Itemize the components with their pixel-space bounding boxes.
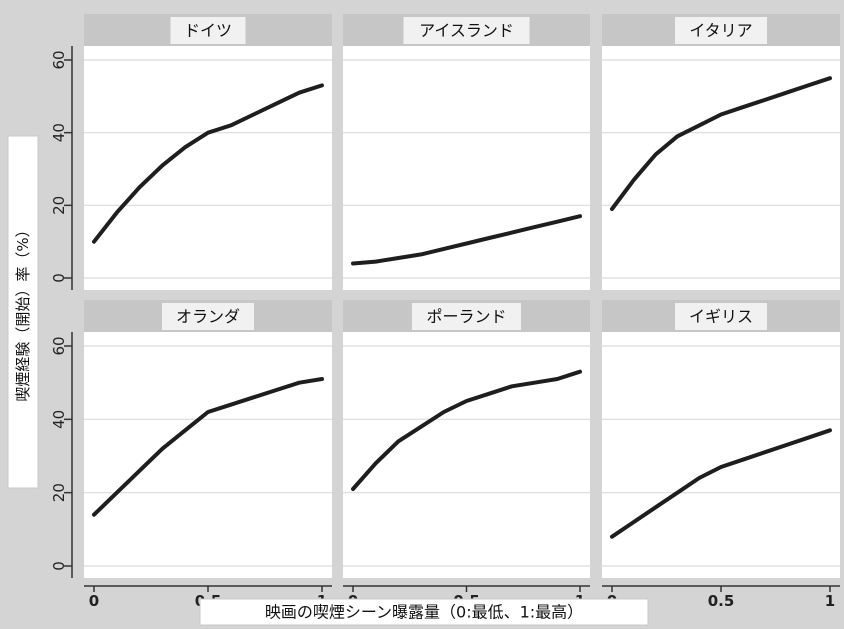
series-line [92, 83, 324, 244]
panel-title: オランダ [176, 307, 240, 326]
panel-plot-area [84, 332, 332, 578]
panel-plot-area [84, 46, 332, 290]
series-line [92, 377, 324, 517]
panel-title-box [162, 303, 254, 330]
panel-title-box [412, 303, 521, 330]
x-axis-title: 映画の喫煙シーン曝露量（0:最低、1:最高） [265, 603, 583, 622]
panel-plot-area [602, 332, 840, 578]
y-tick-label: 20 [50, 483, 68, 502]
x-axis-title-box [199, 598, 649, 626]
panel-plot-area [343, 46, 590, 290]
panel-title: アイスランド [419, 21, 514, 40]
y-tick-label: 0 [50, 561, 68, 571]
y-axes-layer: 0 20 40 60 0 20 40 60 [50, 46, 73, 578]
y-tick-label: 60 [50, 336, 68, 355]
panel-title: ポーランド [426, 307, 506, 326]
y-tick-label: 40 [50, 410, 68, 429]
y-axis-title: 喫煙経験（開始）率（%） [14, 222, 32, 401]
panel-title: イギリス [689, 307, 753, 326]
panel-title: イタリア [689, 21, 752, 40]
x-tick-label: 0 [89, 592, 99, 610]
panel-plot-area [602, 46, 840, 290]
panel-title: ドイツ [184, 21, 232, 40]
panel-2: アイスランド [343, 14, 590, 290]
panel-6: イギリス [602, 300, 840, 578]
panel-3: イタリア [602, 14, 840, 290]
x-tick-label: 0.5 [708, 592, 735, 610]
panel-title-box [170, 17, 246, 44]
x-tick-label: 1 [825, 592, 835, 610]
series-line [610, 76, 832, 211]
y-tick-label: 60 [50, 50, 68, 69]
panel-title-box [675, 303, 767, 330]
y-tick-label: 0 [50, 273, 68, 283]
panel-5: ポーランド [343, 300, 590, 578]
panel-1: ドイツ [84, 14, 332, 290]
y-tick-label: 40 [50, 123, 68, 142]
series-line [610, 428, 832, 539]
series-line [351, 369, 582, 491]
series-line [351, 214, 582, 266]
panel-4: オランダ [84, 300, 332, 578]
y-axis-title-box [7, 135, 39, 489]
y-tick-label: 20 [50, 196, 68, 215]
panel-title-box [675, 17, 767, 44]
panel-plot-area [343, 332, 590, 578]
panel-title-box [403, 17, 530, 44]
